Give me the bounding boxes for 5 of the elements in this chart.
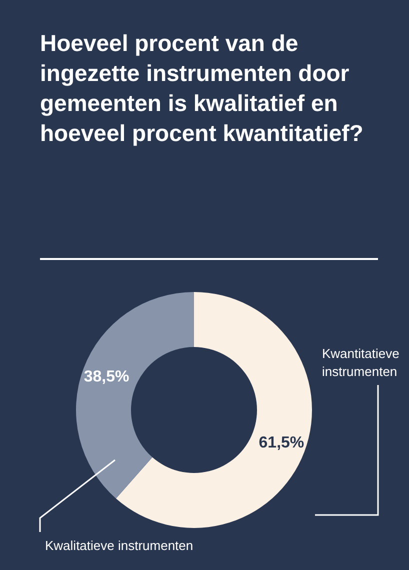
data-label: 61,5% — [258, 434, 304, 452]
chart-title: Hoeveel procent van de ingezette instrumenten door gemeenten is kwalitatief en hoeveel procent kwantitatief? — [40, 29, 364, 148]
slice-label: Kwantitatieve instrumenten — [322, 346, 400, 379]
slice-label: Kwalitatieve instrumenten — [45, 538, 194, 553]
data-label: 38,5% — [84, 368, 130, 386]
